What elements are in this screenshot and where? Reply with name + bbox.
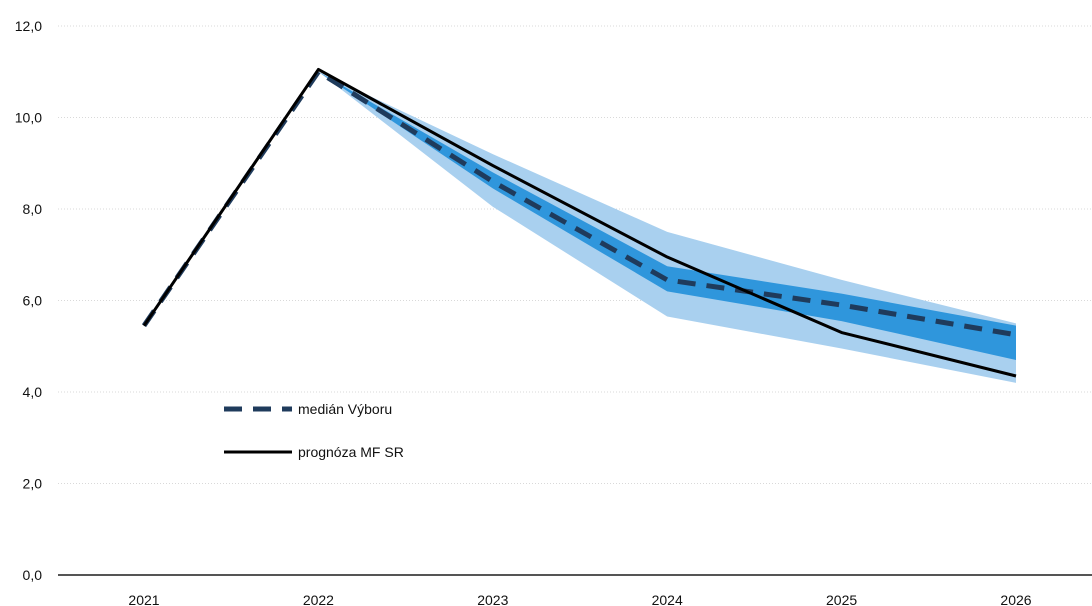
- x-tick-label: 2022: [303, 592, 334, 606]
- y-tick-label: 8,0: [23, 201, 43, 217]
- x-tick-label: 2026: [1000, 592, 1031, 606]
- y-tick-label: 6,0: [23, 293, 43, 309]
- x-tick-label: 2025: [826, 592, 857, 606]
- legend-label: medián Výboru: [298, 401, 392, 417]
- x-tick-label: 2023: [477, 592, 508, 606]
- series-lines: [141, 67, 1017, 378]
- y-tick-label: 0,0: [23, 567, 43, 583]
- x-tick-label: 2021: [128, 592, 159, 606]
- y-tick-label: 4,0: [23, 384, 43, 400]
- uncertainty-bands: [318, 71, 1016, 383]
- y-tick-label: 2,0: [23, 476, 43, 492]
- axes: 0,0 2,0 4,0 6,0 8,0 10,0 12,0 2021 2022 2023 2024 2…: [15, 18, 1092, 606]
- legend: medián Výboru prognóza MF SR: [224, 401, 404, 460]
- y-tick-label: 12,0: [15, 18, 42, 34]
- series-line-forecast: [142, 67, 1017, 378]
- legend-label: prognóza MF SR: [298, 444, 404, 460]
- x-tick-label: 2024: [652, 592, 683, 606]
- inner-band: [318, 71, 1016, 360]
- series-line-median: [141, 69, 1017, 338]
- y-tick-label: 10,0: [15, 110, 42, 126]
